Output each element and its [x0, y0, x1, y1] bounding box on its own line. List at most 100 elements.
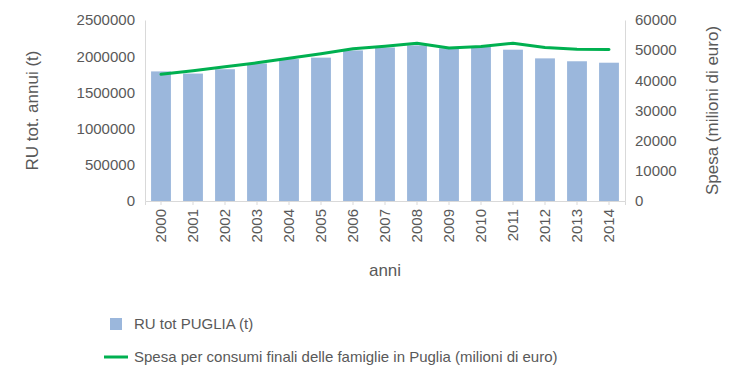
tick-label: 2000 — [152, 209, 169, 242]
tick-mark — [257, 201, 258, 205]
tick-label: 2001 — [184, 209, 201, 242]
bar — [471, 47, 491, 201]
tick-label: 1000000 — [77, 120, 135, 137]
tick: 60000 — [625, 11, 677, 28]
tick-label: 2010 — [472, 209, 489, 242]
marks — [151, 43, 619, 201]
tick: 50000 — [625, 41, 677, 58]
bar — [151, 71, 171, 201]
bar — [567, 61, 587, 201]
legend-swatch — [110, 318, 122, 330]
tick: 2009 — [440, 201, 457, 242]
bar — [343, 50, 363, 201]
bar — [279, 59, 299, 201]
legend-swatch — [104, 356, 128, 359]
tick-mark — [513, 201, 514, 205]
tick: 2003 — [248, 201, 265, 242]
tick-label: 10000 — [635, 162, 677, 179]
tick-label: 2013 — [568, 209, 585, 242]
bar — [183, 74, 203, 201]
bar — [247, 63, 267, 201]
tick: 2500000 — [77, 11, 145, 28]
tick-mark — [481, 201, 482, 205]
tick-mark — [449, 201, 450, 205]
axis-line — [146, 202, 626, 206]
tick: 30000 — [625, 102, 677, 119]
bar — [439, 48, 459, 201]
bar — [215, 69, 235, 201]
tick: 2011 — [504, 201, 521, 241]
axis-line — [625, 21, 626, 202]
tick-label: 2009 — [440, 209, 457, 242]
legend-label: Spesa per consumi finali delle famiglie … — [134, 348, 558, 365]
tick: 20000 — [625, 132, 677, 149]
tick-label: 0 — [127, 192, 135, 209]
tick-label: 2007 — [376, 209, 393, 242]
legend-item: Spesa per consumi finali delle famiglie … — [104, 348, 558, 365]
tick: 2004 — [280, 201, 297, 242]
tick-mark — [321, 201, 322, 205]
tick-mark — [289, 201, 290, 205]
tick: 10000 — [625, 162, 677, 179]
tick-mark — [225, 201, 226, 205]
tick: 2001 — [184, 201, 201, 242]
tick-label: 2003 — [248, 209, 265, 242]
tick: 40000 — [625, 72, 677, 89]
y-axis-title: RU tot. annui (t) — [23, 51, 42, 171]
tick-label: 2000000 — [77, 48, 135, 65]
tick: 2008 — [408, 201, 425, 242]
tick-label: 2004 — [280, 209, 297, 242]
bar — [535, 58, 555, 201]
tick: 1500000 — [77, 84, 145, 101]
tick-label: 50000 — [635, 41, 677, 58]
bar — [503, 50, 523, 201]
tick-label: 0 — [635, 192, 643, 209]
tick-mark — [161, 201, 162, 205]
tick: 2000 — [152, 201, 169, 242]
tick-label: 20000 — [635, 132, 677, 149]
chart: 0 500000 1000000 1500000 2000000 2500000 0 1000… — [0, 0, 750, 390]
tick: 500000 — [85, 156, 145, 173]
legend-label: RU tot PUGLIA (t) — [134, 315, 253, 332]
axis-line — [145, 21, 146, 202]
bar — [407, 45, 427, 201]
tick: 1000000 — [77, 120, 145, 137]
tick-label: 2012 — [536, 209, 553, 242]
tick-label: 2014 — [600, 209, 617, 242]
y-axis: 0 500000 1000000 1500000 2000000 2500000 — [77, 11, 146, 209]
tick: 2007 — [376, 201, 393, 242]
tick: 2012 — [536, 201, 553, 242]
tick: 2013 — [568, 201, 585, 242]
tick-label: 2002 — [216, 209, 233, 242]
tick-mark — [193, 201, 194, 205]
bar — [375, 48, 395, 201]
tick-mark — [417, 201, 418, 205]
tick-label: 2500000 — [77, 11, 135, 28]
tick-label: 60000 — [635, 11, 677, 28]
tick-label: 2008 — [408, 209, 425, 242]
tick-label: 2006 — [344, 209, 361, 242]
legend: RU tot PUGLIA (t) Spesa per consumi final… — [104, 315, 558, 365]
tick-mark — [609, 201, 610, 205]
tick-label: 2005 — [312, 209, 329, 242]
tick: 2006 — [344, 201, 361, 242]
tick: 2014 — [600, 201, 617, 242]
tick-label: 30000 — [635, 102, 677, 119]
tick-mark — [353, 201, 354, 205]
y2-axis: 0 10000 20000 30000 40000 50000 60000 — [625, 11, 677, 209]
tick-label: 2011 — [504, 209, 521, 241]
bar — [311, 58, 331, 201]
plot: 0 500000 1000000 1500000 2000000 2500000 0 1000… — [77, 11, 677, 242]
tick-mark — [545, 201, 546, 205]
tick: 2005 — [312, 201, 329, 242]
tick: 2002 — [216, 201, 233, 242]
bar — [599, 63, 619, 201]
line — [161, 43, 609, 74]
tick: 2010 — [472, 201, 489, 242]
y2-axis-title: Spesa (milioni di euro) — [703, 26, 722, 195]
x-axis: 2000 2001 2002 2003 2004 2005 2006 2007 2008 2009… — [146, 201, 626, 242]
tick: 0 — [625, 192, 643, 209]
legend-item: RU tot PUGLIA (t) — [110, 315, 253, 332]
x-axis-title: anni — [369, 261, 401, 280]
tick: 0 — [127, 192, 145, 209]
